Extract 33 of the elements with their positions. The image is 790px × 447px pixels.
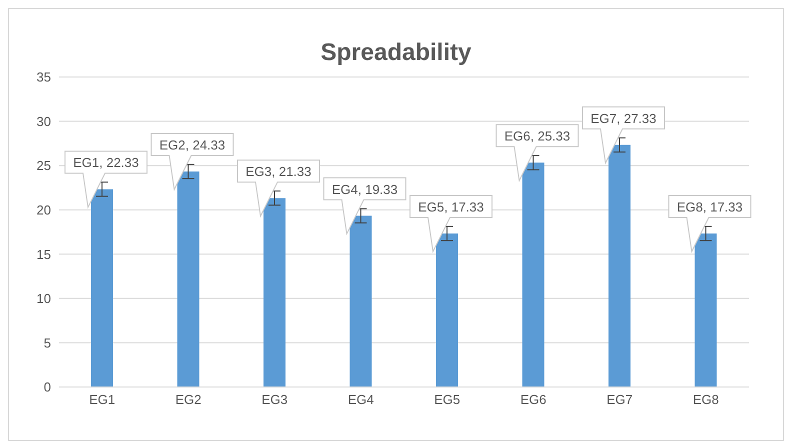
bar [694, 234, 717, 387]
x-tick-label: EG3 [262, 392, 288, 408]
x-tick-label: EG5 [434, 392, 460, 408]
data-label: EG6, 25.33 [504, 128, 570, 144]
bar [177, 172, 200, 387]
x-tick-label: EG6 [520, 392, 546, 408]
bar [522, 162, 544, 387]
bar [608, 144, 630, 387]
bar [91, 189, 113, 387]
x-tick-label: EG4 [348, 392, 374, 408]
y-tick-label: 10 [36, 291, 51, 306]
y-tick-label: 20 [36, 202, 51, 218]
y-tick-label: 0 [44, 380, 51, 395]
x-tick-label: EG1 [89, 392, 116, 408]
y-tick-label: 15 [36, 246, 51, 262]
data-label: EG7, 27.33 [590, 110, 656, 126]
y-tick-label: 30 [36, 114, 51, 129]
data-label: EG3, 21.33 [246, 164, 312, 180]
data-label: EG5, 17.33 [418, 200, 484, 215]
x-tick-label: EG2 [175, 392, 202, 408]
bar [350, 216, 372, 387]
y-tick-label: 25 [36, 158, 51, 174]
data-label: EG8, 17.33 [676, 200, 743, 215]
y-tick-label: 35 [36, 70, 51, 85]
x-tick-label: EG8 [692, 392, 719, 408]
chart-title: Spreadability [320, 39, 472, 67]
bar [264, 198, 286, 387]
data-label: EG2, 24.33 [159, 138, 226, 153]
bar [436, 234, 458, 387]
data-label: EG1, 22.33 [73, 155, 139, 170]
data-label: EG4, 19.33 [332, 182, 398, 197]
x-tick-label: EG7 [606, 392, 633, 408]
y-tick-label: 5 [44, 335, 51, 350]
